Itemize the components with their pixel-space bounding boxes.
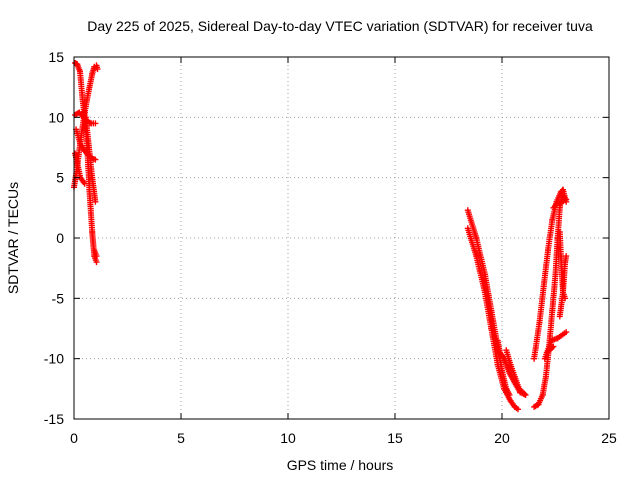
data-point: [93, 253, 100, 260]
data-point: [521, 390, 528, 397]
data-point: [92, 156, 99, 163]
data-point: [563, 329, 570, 336]
y-tick-label: -15: [44, 411, 64, 427]
x-tick-label: 10: [280, 430, 296, 446]
y-tick-label: 0: [56, 230, 64, 246]
grid-layer: [74, 57, 609, 419]
data-point: [522, 391, 529, 398]
x-tick-label: 25: [601, 430, 617, 446]
chart-title: Day 225 of 2025, Sidereal Day-to-day VTE…: [87, 18, 593, 34]
axis-tick-labels: 0 5 10 15 20 25 -15 -10 -5 0 5 10 15: [44, 49, 617, 446]
x-tick-label: 20: [494, 430, 510, 446]
data-point: [563, 196, 570, 203]
x-tick-label: 0: [70, 430, 78, 446]
y-tick-label: -10: [44, 351, 64, 367]
y-tick-label: -5: [52, 290, 65, 306]
axis-ticks: [73, 56, 610, 420]
y-tick-label: 10: [48, 109, 64, 125]
data-point: [93, 259, 100, 266]
data-point: [550, 343, 557, 350]
data-point: [515, 406, 521, 413]
x-axis-label: GPS time / hours: [287, 457, 394, 473]
y-tick-label: 5: [56, 170, 64, 186]
data-point: [92, 198, 99, 205]
data-point: [81, 180, 88, 187]
x-tick-label: 15: [387, 430, 403, 446]
x-tick-label: 5: [177, 430, 185, 446]
data-point: [563, 253, 570, 260]
data-points: [71, 60, 570, 413]
data-point: [94, 66, 101, 73]
y-axis-label: SDTVAR / TECUs: [5, 182, 21, 294]
data-point: [92, 120, 99, 127]
y-tick-label: 15: [48, 49, 64, 65]
